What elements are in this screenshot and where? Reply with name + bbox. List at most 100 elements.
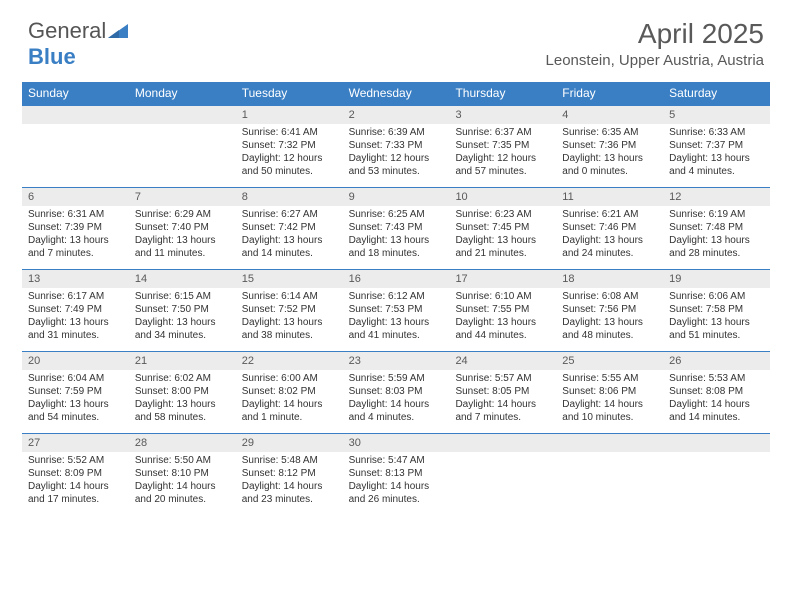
daylight-text: Daylight: 14 hours and 20 minutes. (135, 480, 230, 506)
daylight-text: Daylight: 13 hours and 14 minutes. (242, 234, 337, 260)
day-cell: 7Sunrise: 6:29 AMSunset: 7:40 PMDaylight… (129, 187, 236, 269)
sunset-text: Sunset: 7:46 PM (562, 221, 657, 234)
day-details: Sunrise: 5:59 AMSunset: 8:03 PMDaylight:… (343, 370, 450, 430)
sunset-text: Sunset: 7:58 PM (669, 303, 764, 316)
daylight-text: Daylight: 13 hours and 31 minutes. (28, 316, 123, 342)
sunrise-text: Sunrise: 6:06 AM (669, 290, 764, 303)
sunrise-text: Sunrise: 6:10 AM (455, 290, 550, 303)
empty-cell (22, 105, 129, 187)
sunset-text: Sunset: 7:40 PM (135, 221, 230, 234)
day-details (449, 452, 556, 460)
day-number: 22 (236, 351, 343, 370)
daylight-text: Daylight: 14 hours and 26 minutes. (349, 480, 444, 506)
weeks-container: 1Sunrise: 6:41 AMSunset: 7:32 PMDaylight… (22, 105, 770, 515)
day-details: Sunrise: 6:29 AMSunset: 7:40 PMDaylight:… (129, 206, 236, 266)
week-row: 27Sunrise: 5:52 AMSunset: 8:09 PMDayligh… (22, 433, 770, 515)
daylight-text: Daylight: 13 hours and 7 minutes. (28, 234, 123, 260)
sunrise-text: Sunrise: 6:19 AM (669, 208, 764, 221)
day-details: Sunrise: 6:02 AMSunset: 8:00 PMDaylight:… (129, 370, 236, 430)
day-cell: 27Sunrise: 5:52 AMSunset: 8:09 PMDayligh… (22, 433, 129, 515)
day-details: Sunrise: 5:52 AMSunset: 8:09 PMDaylight:… (22, 452, 129, 512)
daylight-text: Daylight: 12 hours and 50 minutes. (242, 152, 337, 178)
sunset-text: Sunset: 7:55 PM (455, 303, 550, 316)
day-cell: 12Sunrise: 6:19 AMSunset: 7:48 PMDayligh… (663, 187, 770, 269)
day-details (556, 452, 663, 460)
daylight-text: Daylight: 14 hours and 1 minute. (242, 398, 337, 424)
day-details: Sunrise: 6:14 AMSunset: 7:52 PMDaylight:… (236, 288, 343, 348)
dayname-wednesday: Wednesday (343, 82, 450, 105)
day-details (129, 124, 236, 132)
daylight-text: Daylight: 13 hours and 58 minutes. (135, 398, 230, 424)
empty-cell (663, 433, 770, 515)
sunset-text: Sunset: 7:42 PM (242, 221, 337, 234)
sunrise-text: Sunrise: 6:02 AM (135, 372, 230, 385)
day-details: Sunrise: 6:21 AMSunset: 7:46 PMDaylight:… (556, 206, 663, 266)
daylight-text: Daylight: 13 hours and 44 minutes. (455, 316, 550, 342)
day-number (449, 433, 556, 452)
daylight-text: Daylight: 13 hours and 48 minutes. (562, 316, 657, 342)
sunrise-text: Sunrise: 6:08 AM (562, 290, 657, 303)
page-header: General Blue April 2025 Leonstein, Upper… (0, 0, 792, 74)
empty-cell (556, 433, 663, 515)
day-cell: 15Sunrise: 6:14 AMSunset: 7:52 PMDayligh… (236, 269, 343, 351)
daylight-text: Daylight: 14 hours and 7 minutes. (455, 398, 550, 424)
sunrise-text: Sunrise: 5:57 AM (455, 372, 550, 385)
daylight-text: Daylight: 13 hours and 34 minutes. (135, 316, 230, 342)
daylight-text: Daylight: 14 hours and 14 minutes. (669, 398, 764, 424)
daylight-text: Daylight: 14 hours and 23 minutes. (242, 480, 337, 506)
sunrise-text: Sunrise: 6:33 AM (669, 126, 764, 139)
sunset-text: Sunset: 7:33 PM (349, 139, 444, 152)
day-details: Sunrise: 6:37 AMSunset: 7:35 PMDaylight:… (449, 124, 556, 184)
day-number: 27 (22, 433, 129, 452)
day-number: 26 (663, 351, 770, 370)
sunrise-text: Sunrise: 5:48 AM (242, 454, 337, 467)
day-number: 29 (236, 433, 343, 452)
daylight-text: Daylight: 13 hours and 18 minutes. (349, 234, 444, 260)
sunrise-text: Sunrise: 6:00 AM (242, 372, 337, 385)
day-number (22, 105, 129, 124)
dayname-monday: Monday (129, 82, 236, 105)
sunrise-text: Sunrise: 6:17 AM (28, 290, 123, 303)
sunrise-text: Sunrise: 6:14 AM (242, 290, 337, 303)
day-number: 7 (129, 187, 236, 206)
day-cell: 4Sunrise: 6:35 AMSunset: 7:36 PMDaylight… (556, 105, 663, 187)
day-cell: 26Sunrise: 5:53 AMSunset: 8:08 PMDayligh… (663, 351, 770, 433)
day-details: Sunrise: 5:48 AMSunset: 8:12 PMDaylight:… (236, 452, 343, 512)
day-number: 21 (129, 351, 236, 370)
day-details: Sunrise: 5:53 AMSunset: 8:08 PMDaylight:… (663, 370, 770, 430)
sunset-text: Sunset: 8:00 PM (135, 385, 230, 398)
day-number: 16 (343, 269, 450, 288)
daylight-text: Daylight: 13 hours and 4 minutes. (669, 152, 764, 178)
daylight-text: Daylight: 13 hours and 54 minutes. (28, 398, 123, 424)
sunrise-text: Sunrise: 6:31 AM (28, 208, 123, 221)
day-number (663, 433, 770, 452)
sunset-text: Sunset: 7:48 PM (669, 221, 764, 234)
title-block: April 2025 Leonstein, Upper Austria, Aus… (546, 18, 764, 69)
sunrise-text: Sunrise: 6:39 AM (349, 126, 444, 139)
day-cell: 25Sunrise: 5:55 AMSunset: 8:06 PMDayligh… (556, 351, 663, 433)
sunset-text: Sunset: 7:56 PM (562, 303, 657, 316)
calendar-table: SundayMondayTuesdayWednesdayThursdayFrid… (22, 82, 770, 515)
day-number: 14 (129, 269, 236, 288)
sunrise-text: Sunrise: 6:35 AM (562, 126, 657, 139)
day-number: 4 (556, 105, 663, 124)
sunset-text: Sunset: 7:37 PM (669, 139, 764, 152)
day-number: 3 (449, 105, 556, 124)
day-details: Sunrise: 6:00 AMSunset: 8:02 PMDaylight:… (236, 370, 343, 430)
sunset-text: Sunset: 8:02 PM (242, 385, 337, 398)
day-number: 25 (556, 351, 663, 370)
dayname-tuesday: Tuesday (236, 82, 343, 105)
day-details: Sunrise: 5:47 AMSunset: 8:13 PMDaylight:… (343, 452, 450, 512)
sunset-text: Sunset: 8:03 PM (349, 385, 444, 398)
day-number: 9 (343, 187, 450, 206)
brand-text-2: Blue (28, 44, 76, 69)
sunset-text: Sunset: 7:59 PM (28, 385, 123, 398)
sunrise-text: Sunrise: 6:29 AM (135, 208, 230, 221)
day-number: 11 (556, 187, 663, 206)
day-number: 8 (236, 187, 343, 206)
week-row: 13Sunrise: 6:17 AMSunset: 7:49 PMDayligh… (22, 269, 770, 351)
sunset-text: Sunset: 8:08 PM (669, 385, 764, 398)
sunset-text: Sunset: 7:39 PM (28, 221, 123, 234)
week-row: 6Sunrise: 6:31 AMSunset: 7:39 PMDaylight… (22, 187, 770, 269)
day-details: Sunrise: 6:23 AMSunset: 7:45 PMDaylight:… (449, 206, 556, 266)
